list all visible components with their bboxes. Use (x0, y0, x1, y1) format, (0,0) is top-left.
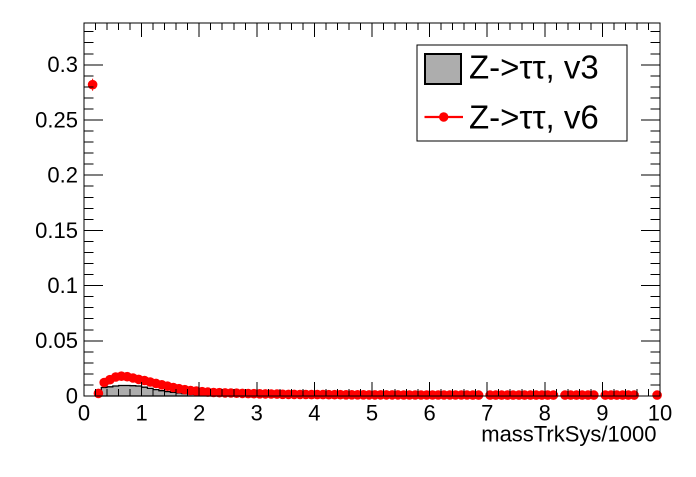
svg-text:0.1: 0.1 (47, 273, 78, 298)
svg-text:Z->ττ, v6: Z->ττ, v6 (469, 99, 599, 136)
svg-text:4: 4 (308, 401, 320, 426)
svg-text:0.2: 0.2 (47, 163, 78, 188)
svg-text:10: 10 (648, 401, 672, 426)
svg-text:8: 8 (539, 401, 551, 426)
svg-text:0: 0 (66, 383, 78, 408)
svg-text:0.15: 0.15 (35, 218, 78, 243)
svg-text:3: 3 (251, 401, 263, 426)
svg-text:9: 9 (596, 401, 608, 426)
svg-text:Z->ττ, v3: Z->ττ, v3 (469, 49, 599, 86)
svg-text:0.05: 0.05 (35, 328, 78, 353)
svg-text:1: 1 (135, 401, 147, 426)
svg-text:7: 7 (481, 401, 493, 426)
svg-text:0.25: 0.25 (35, 107, 78, 132)
svg-text:massTrkSys/1000: massTrkSys/1000 (481, 422, 656, 447)
svg-text:2: 2 (193, 401, 205, 426)
svg-text:5: 5 (366, 401, 378, 426)
svg-text:0.3: 0.3 (47, 52, 78, 77)
svg-text:6: 6 (423, 401, 435, 426)
svg-text:0: 0 (78, 401, 90, 426)
